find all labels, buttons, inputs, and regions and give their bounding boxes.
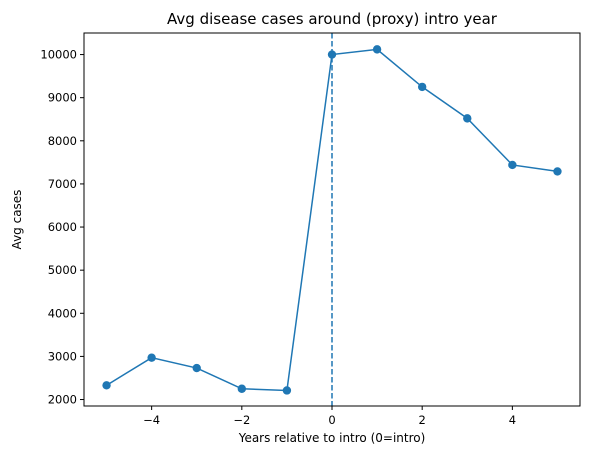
data-point-0 (327, 50, 337, 59)
x-tick-label: 2 (419, 413, 426, 427)
data-point--5 (102, 381, 111, 390)
y-tick-label: 4000 (48, 306, 77, 320)
data-point--1 (282, 386, 292, 395)
y-axis: 2000 3000 4000 5000 6000 7000 8000 9000 10000 (40, 48, 84, 407)
x-axis-label: Years relative to intro (0=intro) (238, 431, 426, 445)
chart-title: Avg disease cases around (proxy) intro y… (167, 10, 498, 28)
data-point--2 (237, 384, 247, 393)
y-tick-label: 10000 (40, 48, 77, 62)
y-tick-label: 9000 (48, 91, 77, 105)
data-point-2 (417, 82, 427, 92)
data-point--3 (192, 363, 201, 373)
y-tick-label: 3000 (48, 349, 77, 363)
y-tick-label: 5000 (48, 263, 77, 277)
x-tick-label: 0 (328, 413, 335, 427)
x-axis: −4 −2 0 2 4 (143, 406, 516, 427)
y-tick-label: 7000 (48, 177, 77, 191)
x-tick-label: −4 (143, 413, 160, 427)
data-point--4 (147, 353, 156, 362)
plot-area (102, 33, 562, 406)
data-point-5 (553, 167, 562, 176)
x-tick-label: 4 (509, 413, 516, 427)
y-tick-label: 8000 (48, 134, 77, 148)
x-tick-label: −2 (233, 413, 250, 427)
data-point-1 (372, 45, 382, 54)
data-point-4 (508, 160, 517, 170)
y-tick-label: 2000 (48, 393, 77, 407)
y-tick-label: 6000 (48, 220, 77, 234)
data-point-3 (463, 114, 472, 123)
y-axis-label: Avg cases (10, 190, 24, 250)
